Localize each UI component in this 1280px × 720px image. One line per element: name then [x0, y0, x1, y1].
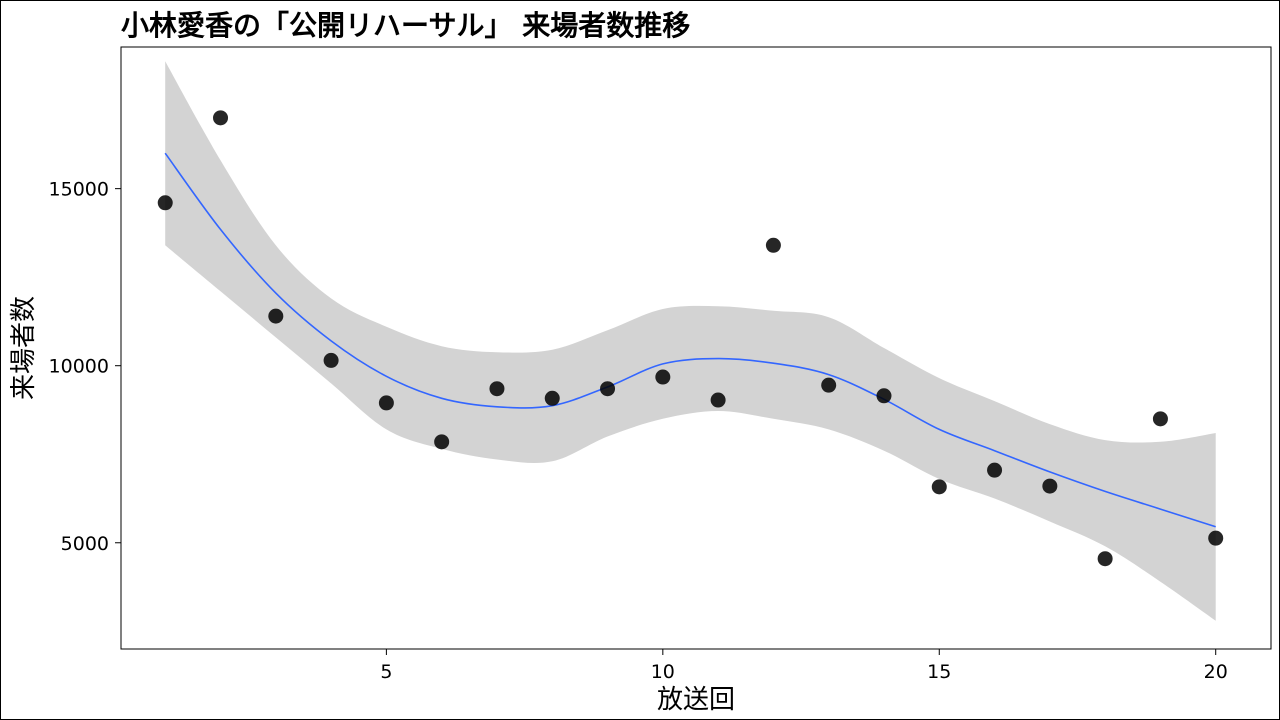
- x-tick-label: 10: [651, 661, 675, 683]
- data-point: [600, 381, 616, 397]
- confidence-band-layer: [165, 61, 1216, 621]
- data-point: [544, 390, 560, 406]
- data-point: [489, 381, 505, 397]
- data-point: [378, 395, 394, 411]
- smooth-line-layer: [164, 152, 1216, 528]
- x-tick-label: 15: [927, 661, 951, 683]
- data-point: [268, 308, 284, 324]
- y-tick-label: 15000: [49, 179, 109, 201]
- data-points-layer: [157, 110, 1224, 567]
- smooth-fit-line: [164, 152, 1216, 528]
- data-point: [1152, 411, 1168, 427]
- y-tick-label: 10000: [49, 356, 109, 378]
- data-point: [157, 195, 173, 211]
- y-tick-label: 5000: [61, 533, 109, 555]
- data-point: [931, 479, 947, 495]
- y-axis-title: 来場者数: [9, 296, 39, 400]
- x-tick-label: 5: [380, 661, 392, 683]
- data-point: [1097, 551, 1113, 567]
- data-point: [1208, 530, 1224, 546]
- data-point: [434, 434, 450, 450]
- confidence-band: [165, 61, 1216, 621]
- x-axis-title: 放送回: [657, 685, 735, 715]
- y-axis-ticks: 5000 10000 15000: [49, 179, 121, 555]
- data-point: [323, 352, 339, 368]
- data-point: [987, 462, 1003, 478]
- x-axis-ticks: 5 10 15 20: [380, 649, 1228, 683]
- data-point: [765, 237, 781, 253]
- data-point: [710, 392, 726, 408]
- data-point: [213, 110, 229, 126]
- data-point: [821, 377, 837, 393]
- chart-title: 小林愛香の「公開リハーサル」 来場者数推移: [121, 9, 690, 42]
- data-point: [876, 388, 892, 404]
- data-point: [655, 369, 671, 385]
- x-tick-label: 20: [1204, 661, 1228, 683]
- data-point: [1042, 478, 1058, 494]
